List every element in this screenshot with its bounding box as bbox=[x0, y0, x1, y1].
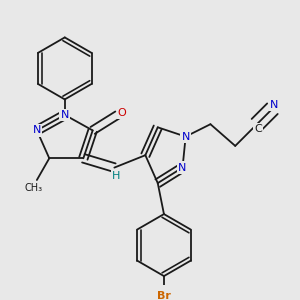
Text: N: N bbox=[33, 125, 41, 135]
Text: N: N bbox=[270, 100, 278, 110]
Text: N: N bbox=[61, 110, 69, 120]
Text: N: N bbox=[182, 132, 190, 142]
Text: H: H bbox=[112, 171, 120, 181]
Text: O: O bbox=[118, 108, 127, 118]
Text: C: C bbox=[255, 124, 262, 134]
Text: CH₃: CH₃ bbox=[25, 183, 43, 193]
Text: N: N bbox=[178, 163, 187, 172]
Text: Br: Br bbox=[157, 291, 171, 300]
